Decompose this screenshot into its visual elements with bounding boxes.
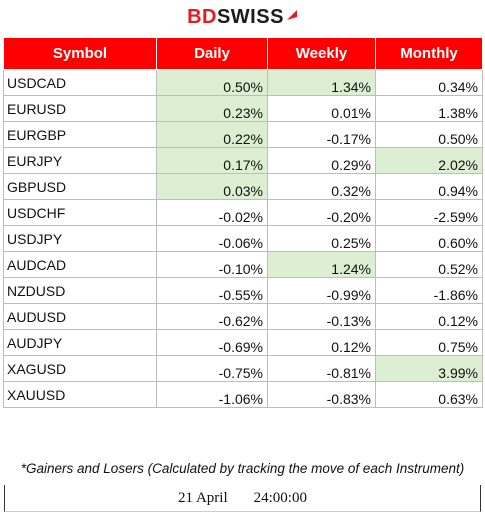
logo-arrow-icon xyxy=(286,9,297,20)
table-row: XAGUSD -0.75% -0.81% 3.99% xyxy=(3,355,483,382)
weekly-cell: -0.17% xyxy=(267,121,376,148)
daily-cell: -1.06% xyxy=(156,381,268,408)
table-row: USDCHF -0.02% -0.20% -2.59% xyxy=(3,199,483,226)
monthly-cell: 1.38% xyxy=(375,95,483,122)
weekly-cell: 1.24% xyxy=(267,251,376,278)
table-row: GBPUSD 0.03% 0.32% 0.94% xyxy=(3,173,483,200)
monthly-cell: 0.75% xyxy=(375,329,483,356)
symbol-cell: EURUSD xyxy=(3,95,157,122)
table-row: AUDCAD -0.10% 1.24% 0.52% xyxy=(3,251,483,278)
logo-swiss-text: SWISS xyxy=(216,6,284,28)
header-monthly: Monthly xyxy=(375,37,483,70)
symbol-cell: USDCAD xyxy=(3,69,157,96)
symbol-cell: EURGBP xyxy=(3,121,157,148)
table-row: AUDJPY -0.69% 0.12% 0.75% xyxy=(3,329,483,356)
date-label: 21 April xyxy=(178,489,228,506)
monthly-cell: 0.50% xyxy=(375,121,483,148)
daily-cell: 0.03% xyxy=(156,173,268,200)
symbol-cell: AUDJPY xyxy=(3,329,157,356)
monthly-cell: 0.63% xyxy=(375,381,483,408)
performance-table: Symbol Daily Weekly Monthly USDCAD 0.50% 1… xyxy=(3,37,483,408)
daily-cell: -0.55% xyxy=(156,277,268,304)
daily-cell: 0.50% xyxy=(156,69,268,96)
header-symbol: Symbol xyxy=(3,37,157,70)
table-row: AUDUSD -0.62% -0.13% 0.12% xyxy=(3,303,483,330)
symbol-cell: USDJPY xyxy=(3,225,157,252)
daily-cell: -0.69% xyxy=(156,329,268,356)
monthly-cell: -2.59% xyxy=(375,199,483,226)
daily-cell: 0.17% xyxy=(156,147,268,174)
symbol-cell: AUDUSD xyxy=(3,303,157,330)
symbol-cell: USDCHF xyxy=(3,199,157,226)
monthly-cell: 0.34% xyxy=(375,69,483,96)
monthly-cell: 0.60% xyxy=(375,225,483,252)
daily-cell: 0.23% xyxy=(156,95,268,122)
weekly-cell: -0.20% xyxy=(267,199,376,226)
weekly-cell: 0.25% xyxy=(267,225,376,252)
symbol-cell: NZDUSD xyxy=(3,277,157,304)
daily-cell: -0.75% xyxy=(156,355,268,382)
daily-cell: -0.06% xyxy=(156,225,268,252)
symbol-cell: XAGUSD xyxy=(3,355,157,382)
table-row: EURJPY 0.17% 0.29% 2.02% xyxy=(3,147,483,174)
symbol-cell: EURJPY xyxy=(3,147,157,174)
table-row: XAUUSD -1.06% -0.83% 0.63% xyxy=(3,381,483,408)
symbol-cell: XAUUSD xyxy=(3,381,157,408)
weekly-cell: 0.32% xyxy=(267,173,376,200)
weekly-cell: 1.34% xyxy=(267,69,376,96)
header-daily: Daily xyxy=(156,37,268,70)
daily-cell: -0.10% xyxy=(156,251,268,278)
weekly-cell: -0.99% xyxy=(267,277,376,304)
date-time-box: 21 April 24:00:00 xyxy=(4,485,481,512)
daily-cell: -0.62% xyxy=(156,303,268,330)
table-row: USDCAD 0.50% 1.34% 0.34% xyxy=(3,69,483,96)
monthly-cell: 0.94% xyxy=(375,173,483,200)
daily-cell: 0.22% xyxy=(156,121,268,148)
monthly-cell: 0.52% xyxy=(375,251,483,278)
weekly-cell: 0.12% xyxy=(267,329,376,356)
table-row: EURUSD 0.23% 0.01% 1.38% xyxy=(3,95,483,122)
bdswiss-logo: BD SWISS xyxy=(0,6,485,30)
weekly-cell: 0.29% xyxy=(267,147,376,174)
table-header-row: Symbol Daily Weekly Monthly xyxy=(3,37,483,70)
table-row: EURGBP 0.22% -0.17% 0.50% xyxy=(3,121,483,148)
monthly-cell: 3.99% xyxy=(375,355,483,382)
symbol-cell: AUDCAD xyxy=(3,251,157,278)
weekly-cell: -0.81% xyxy=(267,355,376,382)
monthly-cell: 0.12% xyxy=(375,303,483,330)
monthly-cell: -1.86% xyxy=(375,277,483,304)
time-label: 24:00:00 xyxy=(253,489,307,506)
header-weekly: Weekly xyxy=(267,37,376,70)
table-row: USDJPY -0.06% 0.25% 0.60% xyxy=(3,225,483,252)
daily-cell: -0.02% xyxy=(156,199,268,226)
logo-bd-text: BD xyxy=(187,6,217,28)
table-row: NZDUSD -0.55% -0.99% -1.86% xyxy=(3,277,483,304)
symbol-cell: GBPUSD xyxy=(3,173,157,200)
weekly-cell: -0.83% xyxy=(267,381,376,408)
weekly-cell: -0.13% xyxy=(267,303,376,330)
footnote: *Gainers and Losers (Calculated by track… xyxy=(20,461,465,476)
weekly-cell: 0.01% xyxy=(267,95,376,122)
monthly-cell: 2.02% xyxy=(375,147,483,174)
